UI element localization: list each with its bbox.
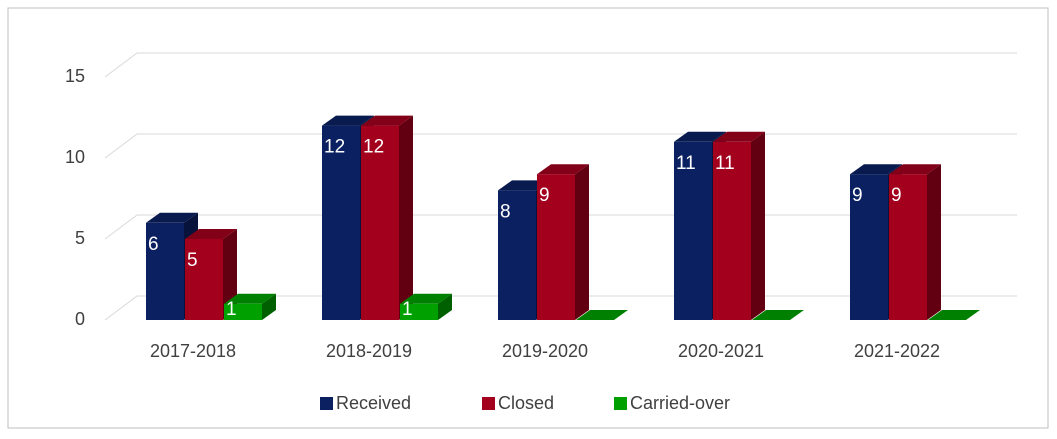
- bar-side: [438, 293, 452, 320]
- bar-group: [576, 310, 628, 320]
- legend-swatch: [614, 397, 627, 410]
- bar: [361, 125, 399, 320]
- data-label: 9: [891, 185, 902, 206]
- y-tick-label: 15: [65, 66, 85, 86]
- legend-swatch: [320, 397, 333, 410]
- bar-group: 12: [361, 115, 413, 320]
- bar-top: [576, 310, 628, 320]
- bar: [185, 239, 223, 320]
- bar-group: 9: [537, 164, 589, 320]
- bar-top: [713, 131, 765, 142]
- bar-top: [322, 115, 374, 126]
- data-label: 1: [402, 299, 413, 320]
- bar-top: [674, 131, 726, 142]
- y-tick-label: 5: [75, 228, 85, 248]
- bar-group: [752, 310, 804, 320]
- bar-side: [399, 115, 413, 320]
- bar-group: 1: [224, 293, 276, 320]
- bar: [850, 174, 888, 320]
- bar-top: [889, 164, 941, 175]
- bar-top: [185, 229, 237, 239]
- data-label: 8: [500, 201, 511, 222]
- legend-label: Closed: [498, 393, 554, 413]
- bar-top: [400, 293, 452, 304]
- bar: [224, 303, 262, 320]
- bar-top: [928, 310, 980, 320]
- legend-label: Carried-over: [630, 393, 730, 413]
- x-tick-label: 2021-2022: [854, 341, 940, 361]
- bar-top: [361, 115, 413, 126]
- bar: [674, 141, 712, 320]
- bar-group: 1: [400, 293, 452, 320]
- bar: [537, 174, 575, 320]
- x-tick-label: 2017-2018: [150, 341, 236, 361]
- bar: [498, 190, 536, 320]
- data-label: 9: [852, 185, 863, 206]
- bar: [146, 222, 184, 320]
- bar-group: [928, 310, 980, 320]
- bar-side: [575, 164, 589, 320]
- data-label: 1: [226, 299, 237, 320]
- legend-swatch: [482, 397, 495, 410]
- bar-group: 9: [889, 164, 941, 320]
- x-tick-label: 2020-2021: [678, 341, 764, 361]
- y-tick-label: 0: [75, 309, 85, 329]
- data-label: 5: [187, 250, 198, 271]
- bar-top: [224, 293, 276, 304]
- bar: [713, 141, 751, 320]
- bar: [889, 174, 927, 320]
- y-tick-label: 10: [65, 147, 85, 167]
- bar: [322, 125, 360, 320]
- data-label: 6: [148, 234, 159, 255]
- bar-top: [537, 164, 589, 175]
- bar-group: 11: [713, 131, 765, 320]
- data-label: 11: [715, 153, 735, 174]
- bar: [400, 303, 438, 320]
- bar-top: [850, 164, 902, 175]
- bar-side: [927, 164, 941, 320]
- x-tick-label: 2018-2019: [326, 341, 412, 361]
- bar-side: [262, 293, 276, 320]
- bar-top: [146, 212, 198, 223]
- data-label: 12: [363, 137, 384, 158]
- bar-side: [751, 131, 765, 320]
- x-tick-label: 2019-2020: [502, 341, 588, 361]
- grid-line: [104, 52, 1017, 78]
- legend-label: Received: [336, 393, 411, 413]
- data-label: 11: [676, 153, 696, 174]
- data-label: 9: [539, 185, 550, 206]
- data-label: 12: [324, 137, 345, 158]
- bar-top: [752, 310, 804, 320]
